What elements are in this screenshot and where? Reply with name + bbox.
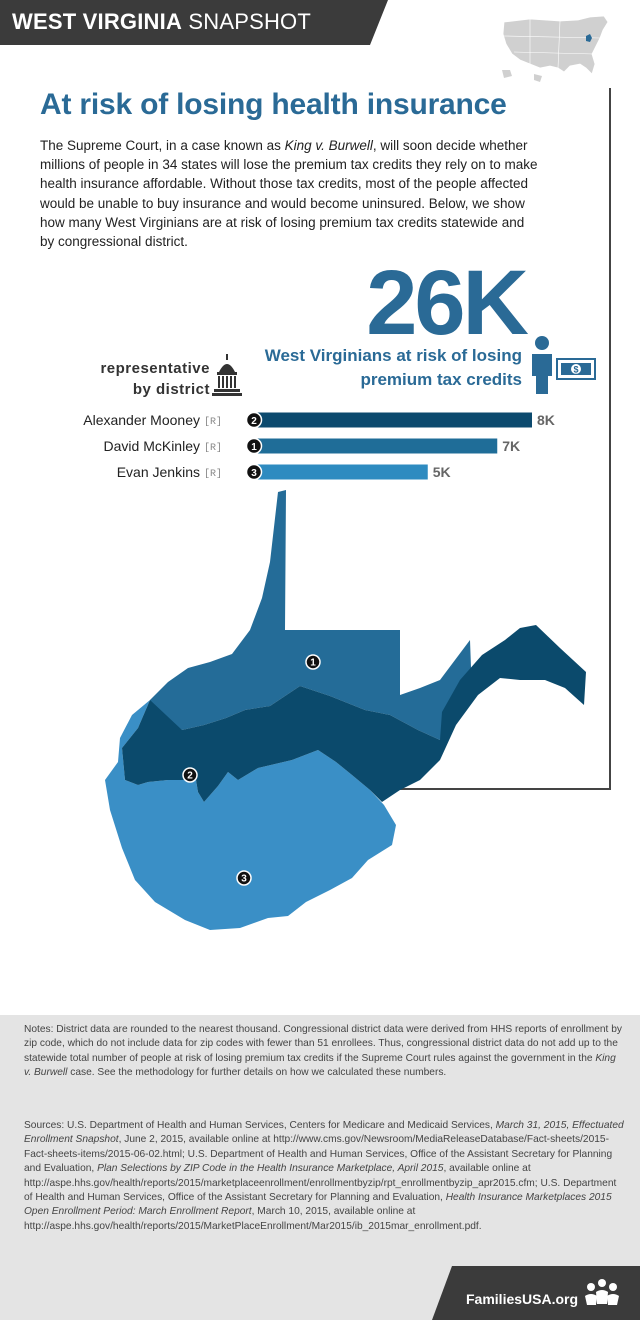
header-banner: WEST VIRGINIA SNAPSHOT (0, 0, 388, 45)
notes-text-1: Notes: District data are rounded to the … (24, 1024, 622, 1064)
bar-1 (254, 412, 532, 428)
value-label: 8K (537, 412, 555, 428)
header-title-bold: WEST VIRGINIA (12, 9, 183, 34)
representative-label: representative by district (70, 358, 210, 400)
district-badge (245, 411, 263, 429)
party-label: [R] (204, 442, 222, 454)
bar-3 (254, 464, 428, 480)
intro-text-1: The Supreme Court, in a case known as (40, 138, 285, 153)
district-badge (245, 463, 263, 481)
map-district-badge (305, 654, 321, 670)
frame-bottom-line (390, 788, 611, 790)
category-label: Evan Jenkins (117, 464, 200, 480)
district-badge (245, 437, 263, 455)
value-label: 5K (433, 464, 451, 480)
capitol-icon (212, 354, 242, 396)
frame-line (609, 88, 611, 790)
page-title: At risk of losing health insurance (40, 88, 507, 121)
intro-case-name: King v. Burwell (284, 138, 373, 153)
map-district-label: 2 (187, 771, 193, 782)
sources-text-3: , available online at http://aspe.hhs.go… (24, 1163, 617, 1204)
notes-text-2: case. See the methodology for further de… (67, 1067, 447, 1079)
representative-label-line1: representative (100, 360, 210, 377)
district-3-region (105, 700, 396, 930)
map-district-label: 3 (241, 874, 247, 885)
category-label: Alexander Mooney (83, 412, 200, 428)
district-2-region (122, 625, 586, 802)
district-badge-label: 3 (251, 468, 257, 479)
money-icon: $ (556, 358, 596, 380)
intro-text-2: , will soon decide whether millions of p… (40, 138, 538, 250)
statewide-caption: West Virginians at risk of losing premiu… (230, 344, 522, 392)
party-label: [R] (204, 416, 222, 428)
sources-text-2: , June 2, 2015, available online at http… (24, 1134, 613, 1175)
statewide-caption-line1: West Virginians at risk of losing (264, 346, 522, 365)
sources-text: Sources: U.S. Department of Health and H… (24, 1119, 624, 1234)
sources-italic-2: Plan Selections by ZIP Code in the Healt… (97, 1163, 444, 1175)
footer-site-link[interactable]: FamiliesUSA.org (466, 1291, 579, 1307)
district-1-region (150, 490, 472, 740)
map-district-badge (236, 870, 252, 886)
wv-district-map: 1 2 3 (105, 490, 586, 930)
representative-label-line2: by district (132, 381, 210, 398)
person-icon (532, 336, 552, 394)
intro-paragraph: The Supreme Court, in a case known as Ki… (40, 136, 540, 251)
statewide-caption-line2: premium tax credits (360, 370, 522, 389)
map-district-badge (182, 767, 198, 783)
header-title: WEST VIRGINIA SNAPSHOT (12, 9, 311, 35)
families-usa-logo-icon (585, 1279, 619, 1305)
sources-text-4: , March 10, 2015, available online at ht… (24, 1206, 482, 1232)
notes-text: Notes: District data are rounded to the … (24, 1023, 624, 1081)
statewide-total: 26K (366, 252, 529, 354)
bar-2 (254, 438, 498, 454)
sources-italic-3: Health Insurance Marketplaces 2015 Open … (24, 1192, 612, 1218)
sources-text-1: Sources: U.S. Department of Health and H… (24, 1120, 496, 1131)
wv-highlight (586, 34, 592, 42)
notes-case-name: King v. Burwell (24, 1052, 616, 1079)
district-badge-label: 1 (251, 442, 257, 453)
district-bar-chart: Alexander Mooney [R] 2 8K David McKinley [R] 1… (83, 411, 555, 481)
us-locator-map-icon (502, 15, 609, 82)
svg-text:$: $ (573, 365, 578, 375)
footer-banner (432, 1266, 640, 1320)
party-label: [R] (204, 468, 222, 480)
footer-banner-shape (432, 1266, 640, 1320)
sources-italic-1: March 31, 2015, Effectuated Enrollment S… (24, 1120, 624, 1146)
header-banner-shape (0, 0, 388, 45)
header-title-light: SNAPSHOT (188, 9, 311, 34)
district-badge-label: 2 (251, 416, 257, 427)
value-label: 7K (502, 438, 520, 454)
map-district-label: 1 (310, 658, 316, 669)
category-label: David McKinley (104, 438, 200, 454)
